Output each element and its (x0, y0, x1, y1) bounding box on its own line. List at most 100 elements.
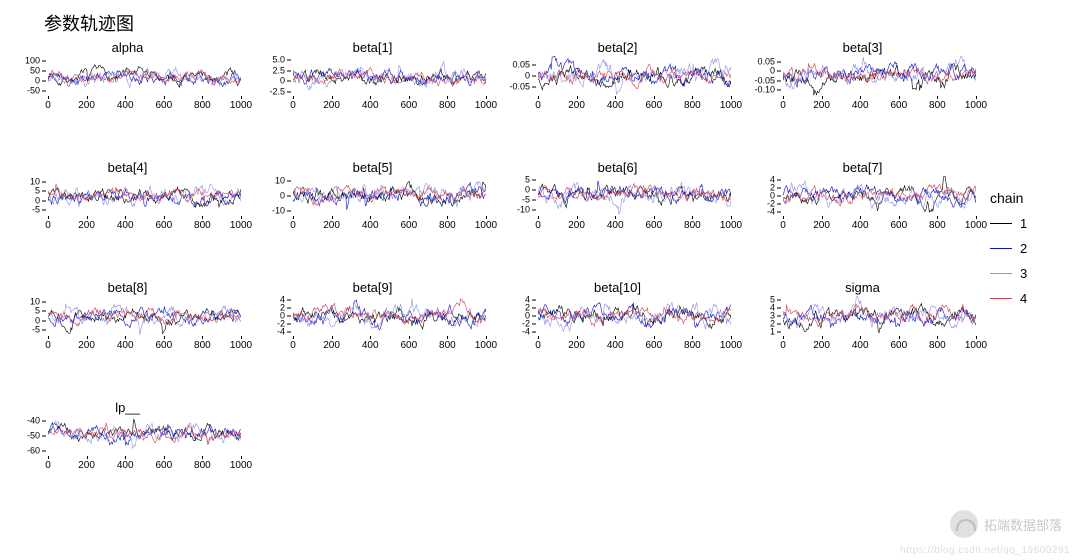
y-tick-label: 0 (525, 72, 530, 81)
x-tick-label: 600 (645, 100, 662, 111)
trace-plot-grid: alpha-5005010002004006008001000beta[1]-2… (0, 40, 980, 480)
x-tick-label: 400 (852, 100, 869, 111)
x-tick-label: 1000 (230, 340, 252, 351)
y-tick-mark (287, 81, 291, 82)
x-tick-label: 200 (568, 100, 585, 111)
x-tick-mark (125, 96, 126, 99)
x-tick-label: 600 (645, 340, 662, 351)
x-tick-mark (654, 216, 655, 219)
x-tick-label: 0 (535, 340, 541, 351)
x-tick-label: 800 (439, 220, 456, 231)
y-tick-mark (777, 196, 781, 197)
x-tick-mark (538, 216, 539, 219)
x-tick-mark (937, 96, 938, 99)
x-tick-label: 0 (780, 220, 786, 231)
y-tick-mark (532, 324, 536, 325)
y-tick-mark (42, 320, 46, 321)
y-tick-label: 10 (275, 176, 285, 185)
y-tick-mark (532, 190, 536, 191)
y-tick-label: 1 (770, 328, 775, 337)
y-tick-mark (532, 316, 536, 317)
panel-title: beta[4] (10, 160, 245, 176)
x-tick-label: 400 (852, 220, 869, 231)
y-tick-label: 5.0 (272, 56, 285, 65)
watermark-brand-text: 拓端数据部落 (984, 515, 1062, 534)
y-tick-mark (42, 191, 46, 192)
x-tick-label: 400 (117, 460, 134, 471)
x-tick-mark (164, 96, 165, 99)
y-tick-label: 0 (280, 77, 285, 86)
x-tick-mark (486, 96, 487, 99)
x-tick-label: 1000 (965, 220, 987, 231)
plot-area (538, 176, 731, 216)
x-tick-label: 200 (78, 100, 95, 111)
legend-item: 1 (990, 216, 1060, 231)
x-tick-mark (202, 456, 203, 459)
y-axis: -4-2024 (745, 176, 781, 216)
y-tick-label: 2 (770, 320, 775, 329)
y-tick-label: 4 (280, 296, 285, 305)
x-tick-mark (822, 336, 823, 339)
x-tick-label: 200 (323, 100, 340, 111)
trace-panel: beta[6]-10-50502004006008001000 (500, 160, 735, 240)
y-tick-label: 5 (35, 187, 40, 196)
y-tick-label: 0 (525, 312, 530, 321)
x-tick-mark (976, 336, 977, 339)
y-axis: -10-505 (500, 176, 536, 216)
panel-title: sigma (745, 280, 980, 296)
trace-panel: lp__-60-50-4002004006008001000 (10, 400, 245, 480)
x-tick-mark (125, 336, 126, 339)
x-tick-mark (370, 96, 371, 99)
x-tick-mark (654, 336, 655, 339)
x-tick-mark (125, 456, 126, 459)
y-tick-label: 4 (770, 176, 775, 185)
x-tick-label: 1000 (475, 220, 497, 231)
y-axis: -0.0500.05 (500, 56, 536, 96)
y-tick-mark (777, 188, 781, 189)
y-tick-mark (777, 61, 781, 62)
y-tick-mark (42, 451, 46, 452)
y-tick-mark (777, 212, 781, 213)
y-tick-label: 10 (30, 297, 40, 306)
x-tick-mark (48, 456, 49, 459)
panel-title: alpha (10, 40, 245, 56)
x-tick-label: 1000 (475, 100, 497, 111)
trace-panel: beta[2]-0.0500.0502004006008001000 (500, 40, 735, 120)
x-tick-mark (822, 96, 823, 99)
y-tick-label: -4 (277, 328, 285, 337)
x-tick-mark (615, 336, 616, 339)
x-tick-mark (976, 96, 977, 99)
y-tick-mark (287, 324, 291, 325)
trace-panel: beta[5]-1001002004006008001000 (255, 160, 490, 240)
x-tick-label: 800 (194, 460, 211, 471)
x-tick-label: 800 (194, 100, 211, 111)
y-tick-mark (287, 211, 291, 212)
x-tick-mark (937, 336, 938, 339)
x-tick-mark (654, 96, 655, 99)
x-axis: 02004006008001000 (783, 96, 976, 114)
y-tick-label: -5 (32, 326, 40, 335)
y-tick-mark (42, 61, 46, 62)
x-axis: 02004006008001000 (48, 336, 241, 354)
x-tick-mark (731, 216, 732, 219)
y-tick-label: -10 (517, 206, 530, 215)
x-tick-mark (486, 216, 487, 219)
x-tick-label: 200 (568, 220, 585, 231)
x-tick-label: 400 (117, 100, 134, 111)
x-tick-label: 1000 (720, 340, 742, 351)
y-tick-mark (287, 308, 291, 309)
x-tick-mark (692, 336, 693, 339)
trace-panel: alpha-5005010002004006008001000 (10, 40, 245, 120)
x-tick-label: 800 (194, 340, 211, 351)
x-tick-mark (692, 216, 693, 219)
x-tick-label: 0 (45, 100, 51, 111)
panel-title: lp__ (10, 400, 245, 416)
x-tick-label: 400 (607, 220, 624, 231)
y-tick-mark (532, 180, 536, 181)
y-axis: -60-50-40 (10, 416, 46, 456)
x-tick-label: 600 (400, 340, 417, 351)
y-tick-mark (532, 200, 536, 201)
x-tick-mark (241, 456, 242, 459)
plot-area (783, 56, 976, 96)
y-tick-mark (42, 301, 46, 302)
